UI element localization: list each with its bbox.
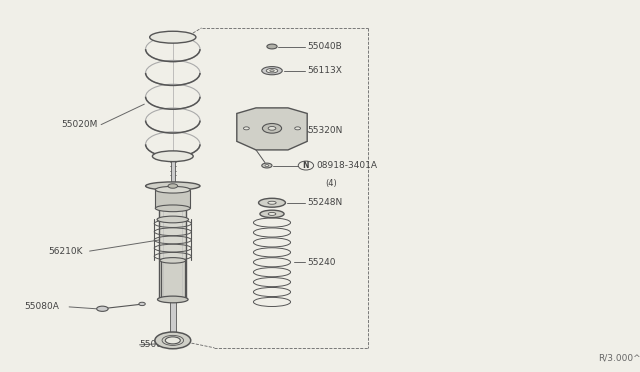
Text: (4): (4) — [325, 179, 337, 188]
Ellipse shape — [146, 182, 200, 190]
Bar — [159, 188, 186, 299]
Ellipse shape — [268, 201, 276, 204]
Ellipse shape — [168, 184, 178, 188]
Ellipse shape — [262, 124, 282, 133]
Text: 55240: 55240 — [307, 258, 336, 267]
Ellipse shape — [156, 205, 190, 212]
Ellipse shape — [268, 212, 276, 215]
Ellipse shape — [139, 302, 145, 306]
Text: 55020M: 55020M — [61, 120, 97, 129]
Text: R/3.000^: R/3.000^ — [598, 353, 640, 362]
Text: 55248N: 55248N — [307, 198, 342, 207]
Ellipse shape — [267, 44, 277, 49]
Polygon shape — [237, 108, 307, 150]
Ellipse shape — [270, 70, 275, 71]
Ellipse shape — [165, 337, 180, 344]
Ellipse shape — [262, 67, 282, 75]
Ellipse shape — [265, 164, 269, 166]
Ellipse shape — [156, 186, 190, 193]
Text: 08918-3401A: 08918-3401A — [316, 161, 377, 170]
Bar — [171, 158, 175, 188]
Ellipse shape — [243, 127, 250, 130]
Text: N: N — [303, 161, 309, 170]
Ellipse shape — [150, 31, 196, 43]
Ellipse shape — [157, 296, 188, 303]
Ellipse shape — [266, 68, 278, 73]
Ellipse shape — [260, 210, 284, 218]
Text: 55080BA: 55080BA — [140, 340, 180, 349]
Bar — [156, 190, 190, 208]
Text: 56113X: 56113X — [307, 66, 342, 75]
Ellipse shape — [155, 332, 191, 349]
Text: 55320N: 55320N — [307, 126, 342, 135]
Ellipse shape — [152, 151, 193, 161]
Bar — [170, 298, 176, 332]
Text: 55040B: 55040B — [307, 42, 342, 51]
Text: 55080A: 55080A — [24, 302, 59, 311]
Text: 56210K: 56210K — [48, 247, 83, 256]
Ellipse shape — [160, 257, 186, 263]
Ellipse shape — [157, 216, 189, 223]
Ellipse shape — [97, 306, 108, 311]
Bar — [161, 260, 185, 299]
Ellipse shape — [259, 198, 285, 207]
Ellipse shape — [268, 126, 276, 130]
Ellipse shape — [262, 163, 272, 168]
Ellipse shape — [294, 127, 301, 130]
